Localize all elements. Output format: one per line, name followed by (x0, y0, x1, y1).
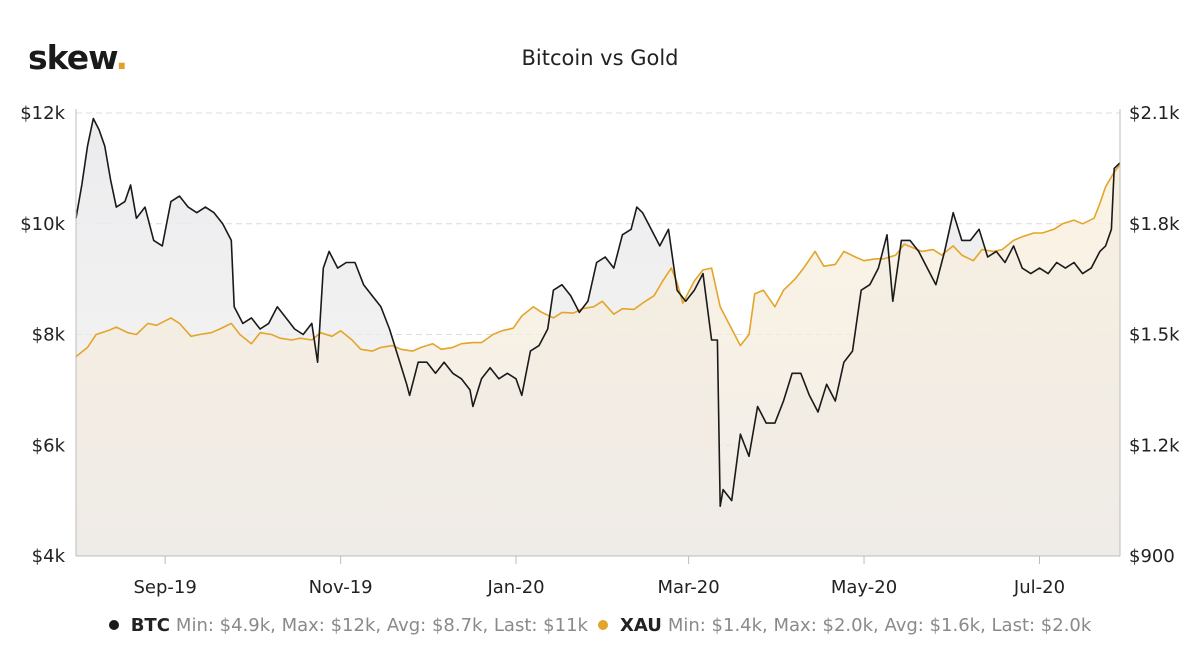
y-right-tick-label: $1.2k (1129, 435, 1180, 456)
y-left-tick-label: $8k (32, 325, 66, 346)
legend-item-xau[interactable]: XAU Min: $1.4k, Max: $2.0k, Avg: $1.6k, … (597, 614, 1092, 636)
axes: $4k $6k $8k $10k $12k $900 $1.2k $1.5k $1.8k $2.1… (20, 103, 1180, 598)
y-left-tick-label: $10k (20, 214, 65, 235)
x-tick-label: Jul-20 (1013, 577, 1065, 598)
y-left-tick-label: $6k (32, 435, 66, 456)
legend-xau-name: XAU (619, 614, 662, 636)
skew-logo: skew. (28, 38, 128, 77)
y-right-tick-label: $2.1k (1129, 103, 1180, 124)
xau-series-line (75, 164, 1121, 358)
x-tick-label: Jan-20 (486, 577, 544, 598)
y-right-tick-label: $1.5k (1129, 325, 1180, 346)
series-lines (75, 117, 1121, 507)
btc-bullet-icon (108, 620, 119, 630)
y-right-tick-label: $900 (1129, 546, 1175, 567)
x-tick-label: Sep-19 (133, 577, 196, 598)
legend-btc-stats: Min: $4.9k, Max: $12k, Avg: $8.7k, Last:… (175, 614, 588, 636)
y-left-tick-label: $4k (32, 546, 66, 567)
x-tick-label: Mar-20 (657, 577, 719, 598)
btc-series-line (75, 117, 1121, 507)
xau-area-fill (76, 164, 1120, 556)
xau-bullet-icon (597, 620, 608, 630)
legend-item-btc[interactable]: BTC Min: $4.9k, Max: $12k, Avg: $8.7k, L… (108, 614, 588, 636)
y-left-tick-label: $12k (20, 103, 65, 124)
y-right-tick-label: $1.8k (1129, 214, 1180, 235)
x-tick-label: May-20 (831, 577, 897, 598)
chart-title: Bitcoin vs Gold (521, 46, 679, 70)
legend-xau-stats: Min: $1.4k, Max: $2.0k, Avg: $1.6k, Last… (667, 614, 1092, 636)
logo-text: skew (28, 38, 116, 77)
logo-dot: . (115, 38, 128, 77)
legend: BTC Min: $4.9k, Max: $12k, Avg: $8.7k, L… (0, 612, 1200, 638)
area-fills (76, 118, 1120, 556)
legend-btc-name: BTC (130, 614, 170, 636)
x-tick-label: Nov-19 (309, 577, 373, 598)
